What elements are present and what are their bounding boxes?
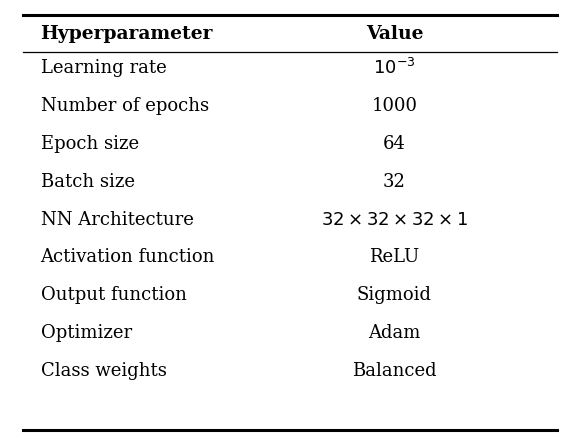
Text: Activation function: Activation function	[41, 249, 215, 266]
Text: 1000: 1000	[371, 97, 418, 115]
Text: Sigmoid: Sigmoid	[357, 286, 432, 304]
Text: 64: 64	[383, 135, 406, 153]
Text: 32: 32	[383, 173, 406, 191]
Text: Batch size: Batch size	[41, 173, 135, 191]
Text: Adam: Adam	[368, 324, 420, 342]
Text: ReLU: ReLU	[369, 249, 419, 266]
Text: $10^{-3}$: $10^{-3}$	[373, 58, 416, 78]
Text: Number of epochs: Number of epochs	[41, 97, 209, 115]
Text: Value: Value	[365, 26, 423, 43]
Text: $32 \times 32 \times 32 \times 1$: $32 \times 32 \times 32 \times 1$	[321, 211, 468, 228]
Text: Optimizer: Optimizer	[41, 324, 132, 342]
Text: Balanced: Balanced	[352, 362, 437, 380]
Text: Class weights: Class weights	[41, 362, 166, 380]
Text: NN Architecture: NN Architecture	[41, 211, 194, 228]
Text: Output function: Output function	[41, 286, 187, 304]
Text: Learning rate: Learning rate	[41, 59, 166, 77]
Text: Epoch size: Epoch size	[41, 135, 139, 153]
Text: Hyperparameter: Hyperparameter	[41, 26, 213, 43]
